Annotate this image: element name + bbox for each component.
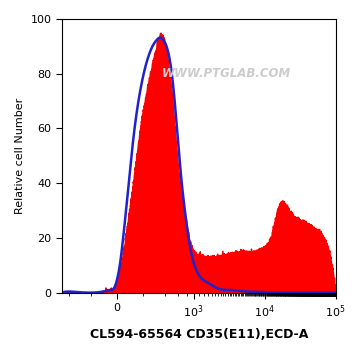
Y-axis label: Relative cell Number: Relative cell Number — [15, 98, 25, 214]
Text: WWW.PTGLAB.COM: WWW.PTGLAB.COM — [162, 67, 291, 80]
X-axis label: CL594-65564 CD35(E11),ECD-A: CL594-65564 CD35(E11),ECD-A — [90, 328, 308, 341]
